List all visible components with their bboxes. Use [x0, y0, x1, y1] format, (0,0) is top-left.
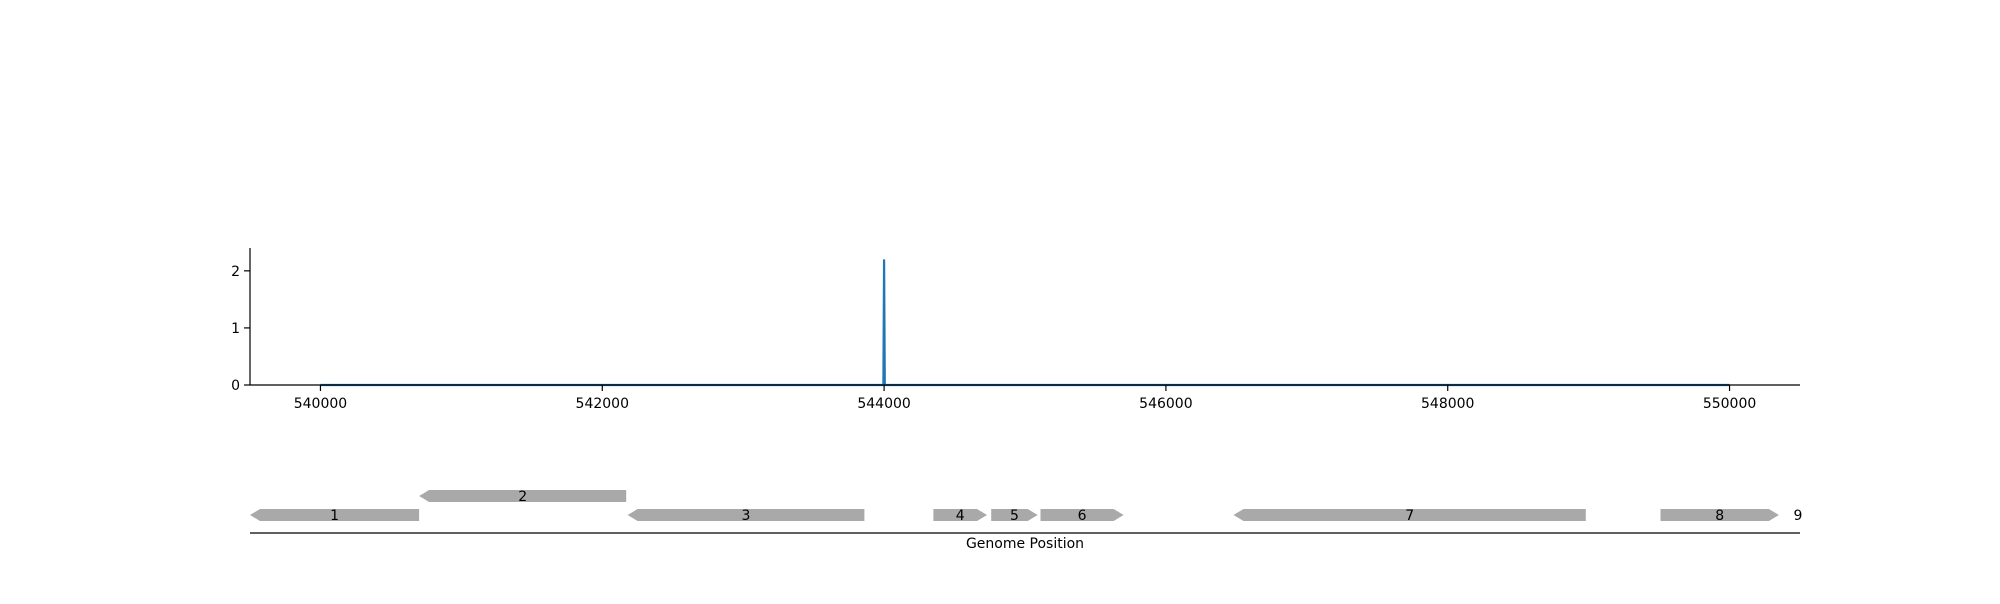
gene-label-5: 5 — [1010, 508, 1019, 524]
gene-arrow-1 — [250, 509, 420, 521]
gene-arrow-7 — [1233, 509, 1586, 521]
gene-label-4: 4 — [956, 508, 965, 524]
gene-label-8: 8 — [1715, 508, 1724, 524]
x-tick-label: 540000 — [294, 396, 347, 412]
gene-arrow-6 — [1040, 509, 1124, 521]
gene-label-7: 7 — [1405, 508, 1414, 524]
x-tick-label: 544000 — [857, 396, 910, 412]
gene-arrow-3 — [627, 509, 865, 521]
x-axis-label: Genome Position — [965, 536, 1085, 552]
gene-arrow-5 — [991, 509, 1038, 521]
series-line-0 — [320, 259, 1730, 387]
x-tick-label: 548000 — [1421, 396, 1474, 412]
plot-area — [320, 259, 1730, 387]
axes: 0 1 2 540000 542000 544000 546000 548000 550000 — [231, 248, 1800, 412]
gene-label-3: 3 — [742, 508, 751, 524]
y-tick-label: 0 — [231, 378, 240, 394]
gene-track: 1 2 3 4 5 6 7 8 9 — [250, 489, 1803, 534]
gene-label-9: 9 — [1794, 508, 1803, 524]
x-tick-label: 546000 — [1139, 396, 1192, 412]
x-tick-label: 542000 — [576, 396, 629, 412]
gene-label-6: 6 — [1078, 508, 1087, 524]
gene-label-2: 2 — [518, 489, 527, 505]
gene-label-1: 1 — [330, 508, 339, 524]
y-tick-label: 1 — [231, 321, 240, 337]
x-tick-label: 550000 — [1703, 396, 1756, 412]
gene-arrow-2 — [419, 490, 627, 502]
gene-arrow-8 — [1660, 509, 1779, 521]
y-tick-label: 2 — [231, 264, 240, 280]
gene-arrow-4 — [933, 509, 987, 521]
